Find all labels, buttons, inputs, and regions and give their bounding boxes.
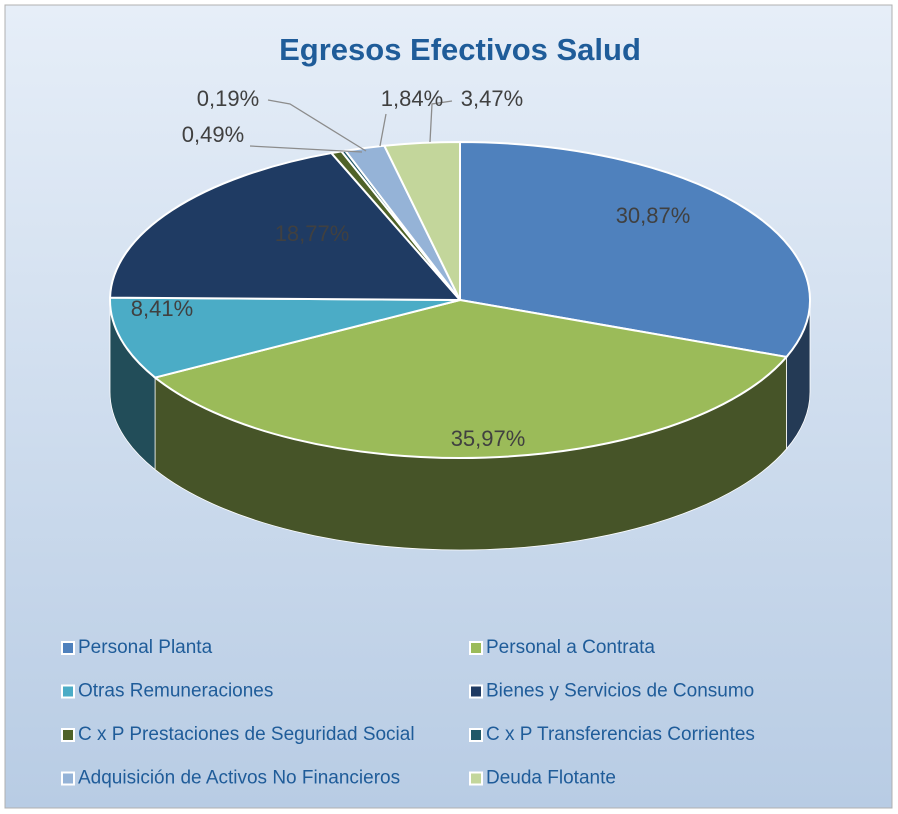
legend-label: Adquisición de Activos No Financieros (78, 768, 400, 789)
leader-line (249, 145, 363, 153)
pie-slice (109, 151, 463, 302)
data-label: 30,87% (616, 203, 691, 228)
pie-slice (382, 140, 461, 301)
legend-swatch (469, 684, 483, 699)
legend-swatch (61, 771, 75, 786)
legend-swatch (61, 641, 75, 655)
data-label: 1,84% (381, 86, 443, 111)
leader-line (379, 113, 387, 147)
legend-swatch (469, 728, 483, 742)
leader-line (429, 100, 453, 143)
legend-label: Deuda Flotante (486, 768, 616, 789)
data-label: 8,41% (131, 296, 193, 321)
data-label: 0,49% (182, 122, 244, 147)
leader-line (267, 99, 367, 152)
pie-slice (459, 140, 811, 359)
legend-label: C x P Prestaciones de Seguridad Social (78, 724, 415, 745)
legend-label: C x P Transferencias Corrientes (486, 724, 755, 745)
legend-label: Bienes y Servicios de Consumo (486, 681, 754, 702)
data-label: 0,19% (197, 86, 259, 111)
pie-slice (152, 298, 789, 459)
data-label: 35,97% (451, 426, 526, 451)
legend-label: Personal a Contrata (486, 637, 655, 658)
data-label: 18,77% (275, 221, 350, 246)
legend-label: Personal Planta (78, 637, 213, 658)
legend-swatch (61, 684, 75, 699)
legend-swatch (469, 771, 483, 786)
legend-swatch (61, 728, 75, 742)
pie-slice (109, 296, 461, 379)
chart-title: Egresos Efectivos Salud (279, 32, 641, 67)
legend-swatch (469, 641, 483, 655)
legend-label: Otras Remuneraciones (78, 681, 273, 702)
data-label: 3,47% (461, 86, 523, 111)
